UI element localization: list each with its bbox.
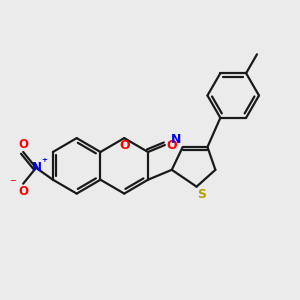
Text: O: O [18, 138, 28, 151]
Text: N: N [32, 161, 42, 174]
Text: O: O [119, 139, 130, 152]
Text: N: N [171, 133, 182, 146]
Text: O: O [167, 139, 178, 152]
Text: S: S [198, 188, 207, 201]
Text: ⁻: ⁻ [10, 177, 16, 190]
Text: +: + [41, 157, 47, 163]
Text: O: O [18, 185, 28, 198]
